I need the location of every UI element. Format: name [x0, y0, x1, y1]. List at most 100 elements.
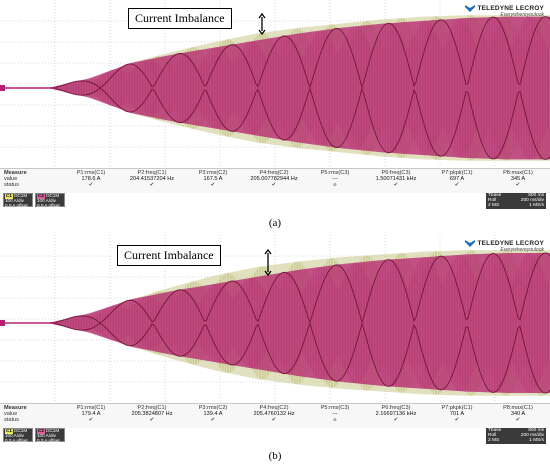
channel-coupling: DC1M	[12, 193, 28, 198]
measurement-2[interactable]: P2:freq(C1) 204.41537204 Hz ✔	[123, 170, 181, 189]
value-label: value	[4, 176, 18, 183]
measurement-value: 697 A	[449, 176, 465, 183]
measurement-4[interactable]: P4:freq(C2) 205.4760132 Hz ✔	[245, 405, 303, 424]
measurement-5[interactable]: P5:rms(C3) --- ๏	[306, 170, 364, 189]
measurement-7[interactable]: P7:pkpk(C1) 697 A ✔	[428, 170, 486, 189]
measurement-status: ๏	[333, 417, 337, 424]
channel-coupling: DC1M	[44, 193, 60, 198]
measurement-4[interactable]: P4:freq(C2) 205.007782944 Hz ✔	[245, 170, 303, 189]
timebase-samples: 2 MS	[488, 203, 500, 209]
measurement-value: 1.50071431 kHz	[375, 176, 417, 183]
logo-brand: TELEDYNE LECROY	[477, 240, 544, 248]
measurement-3[interactable]: P3:rms(C2) 167.5 A ✔	[184, 170, 242, 189]
imbalance-arrow-icon	[264, 248, 272, 277]
scope-display: Current Imbalance TELEDYNE LECROY Everyw…	[0, 0, 550, 168]
channel-tag: C1	[5, 193, 13, 199]
measurement-8[interactable]: P8:max(C1) 340 A ✔	[489, 405, 547, 424]
channel-offset: 0.0 A offset	[37, 202, 60, 208]
annotation-label: Current Imbalance	[128, 8, 232, 29]
measurement-value: 167.5 A	[203, 176, 223, 183]
measurement-status: ✔	[210, 182, 216, 189]
measurement-6[interactable]: P6:freq(C3) 2.16697136 kHz ✔	[367, 405, 425, 424]
measurement-name: P3:rms(C2)	[198, 405, 228, 411]
channel-scale: 100 A/div	[5, 197, 24, 203]
logo-tagline: Everywhereyoulook	[500, 247, 544, 254]
timebase-box[interactable]: Tbase 800 ms Roll 200 ms/div 2 MS 1 MS/s	[486, 428, 546, 444]
channel-scale: 100 A/div	[5, 432, 24, 438]
figure-caption: (b)	[268, 450, 282, 462]
measurement-name: P6:freq(C3)	[381, 170, 411, 176]
measurement-name: P3:rms(C2)	[198, 170, 228, 176]
figure-caption: (a)	[268, 217, 282, 229]
measurement-status: ✔	[149, 182, 155, 189]
measurement-value: 340 A	[510, 411, 526, 418]
value-label: value	[4, 411, 18, 418]
timebase-srate: 1 MS/s	[529, 438, 544, 444]
measurement-name: P2:freq(C1)	[137, 405, 167, 411]
channel-box-c1[interactable]: C1 DC1M 100 A/div 0.0 A offset	[3, 193, 33, 207]
timebase-value: 800 ms	[528, 193, 544, 198]
channel-box-c1[interactable]: C1 DC1M 100 A/div 0.0 A offset	[3, 428, 33, 442]
measurement-5[interactable]: P5:rms(C3) --- ๏	[306, 405, 364, 424]
measurement-1[interactable]: P1:rms(C1) 179.4 A ✔	[62, 405, 120, 424]
channel-marker	[0, 85, 5, 91]
logo-tagline: Everywhereyoulook	[500, 12, 544, 19]
measure-title: Measure	[4, 405, 27, 411]
channel-scale: 100 A/div	[37, 197, 56, 203]
measurement-status: ✔	[393, 417, 399, 424]
measurement-6[interactable]: P6:freq(C3) 1.50071431 kHz ✔	[367, 170, 425, 189]
measurement-value: 205.4760132 Hz	[253, 411, 295, 418]
measurement-name: P5:rms(C3)	[320, 170, 350, 176]
measure-labels: Measure value status	[4, 170, 27, 189]
measurement-8[interactable]: P8:max(C1) 345 A ✔	[489, 170, 547, 189]
scope-svg	[0, 235, 550, 403]
status-label: status	[4, 417, 19, 424]
channel-tag: C1	[5, 428, 13, 434]
measurement-name: P5:rms(C3)	[320, 405, 350, 411]
measurement-status: ✔	[88, 417, 94, 424]
timebase-mode: Roll	[488, 198, 497, 204]
timebase-box[interactable]: Tbase 800 ms Roll 200 ms/div 2 MS 1 MS/s	[486, 193, 546, 209]
channel-marker	[0, 320, 5, 326]
logo: TELEDYNE LECROY Everywhereyoulook	[465, 5, 544, 18]
measurement-status: ✔	[393, 182, 399, 189]
measurement-status: ✔	[271, 417, 277, 424]
channel-box-c2[interactable]: C2 DC1M 100 A/div 0.0 A offset	[35, 428, 65, 442]
measurement-name: P8:max(C1)	[503, 170, 533, 176]
measurement-1[interactable]: P1:rms(C1) 178.6 A ✔	[62, 170, 120, 189]
measurement-value: 345 A	[510, 176, 526, 183]
annotation-label: Current Imbalance	[117, 245, 221, 266]
channel-box-c2[interactable]: C2 DC1M 100 A/div 0.0 A offset	[35, 193, 65, 207]
measurement-2[interactable]: P2:freq(C1) 205.3824807 Hz ✔	[123, 405, 181, 424]
measurement-value: 204.41537204 Hz	[129, 176, 175, 183]
measure-labels: Measure value status	[4, 405, 27, 424]
measurement-value: ---	[332, 411, 338, 418]
timebase-rate: 200 ms/div	[520, 198, 544, 204]
measurement-value: 139.4 A	[203, 411, 223, 418]
measurement-status: ✔	[454, 417, 460, 424]
beat-line-1	[47, 16, 550, 90]
series-oscillation-2	[49, 16, 550, 160]
measurement-value: 179.4 A	[81, 411, 101, 418]
measurement-3[interactable]: P3:rms(C2) 139.4 A ✔	[184, 405, 242, 424]
measurement-status: ✔	[210, 417, 216, 424]
logo-brand: TELEDYNE LECROY	[477, 5, 544, 13]
timebase-mode: Roll	[488, 433, 497, 439]
measure-bar: Measure value status P1:rms(C1) 179.4 A ✔ P2:f…	[0, 403, 550, 428]
measurement-value: 701 A	[449, 411, 465, 418]
measurement-name: P7:pkpk(C1)	[441, 170, 473, 176]
beat-line-1	[47, 252, 550, 325]
channel-offset: 0.0 A offset	[37, 437, 60, 443]
timebase-rate: 200 ms/div	[520, 433, 544, 439]
scope-display: Current Imbalance TELEDYNE LECROY Everyw…	[0, 235, 550, 403]
series-oscillation-2	[49, 253, 550, 393]
channel-coupling: DC1M	[44, 428, 60, 433]
measurement-name: P7:pkpk(C1)	[441, 405, 473, 411]
measurement-status: ✔	[454, 182, 460, 189]
channel-scale: 100 A/div	[37, 432, 56, 438]
measurement-status: ✔	[515, 182, 521, 189]
measurement-7[interactable]: P7:pkpk(C1) 701 A ✔	[428, 405, 486, 424]
measurement-value: ---	[332, 176, 338, 183]
timebase-samples: 2 MS	[488, 438, 500, 444]
teledyne-logo-icon	[465, 5, 476, 12]
